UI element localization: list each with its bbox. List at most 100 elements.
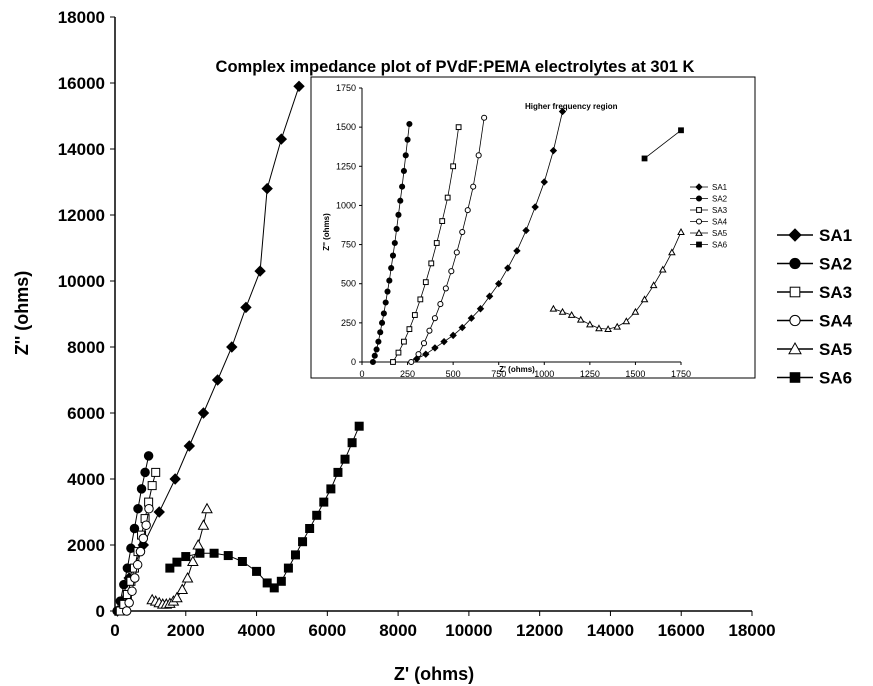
inset-legend-marker — [696, 207, 702, 213]
inset-point-sa1 — [513, 247, 521, 255]
main-x-tick-label: 18000 — [728, 621, 775, 640]
inset-point-sa4 — [481, 114, 488, 121]
main-point-sa6 — [276, 576, 286, 586]
inset-y-tick-label: 1500 — [336, 122, 356, 132]
main-point-sa4 — [121, 606, 132, 616]
inset-point-sa2 — [393, 225, 400, 232]
inset-plot-area: 0 250 500 750 1000 1250 1500 1750 0 250 500 750 1000… — [336, 83, 691, 379]
inset-point-sa4 — [453, 249, 460, 256]
main-point-sa5 — [197, 519, 210, 530]
main-legend-marker — [789, 314, 801, 327]
inset-point-sa5 — [558, 307, 567, 315]
main-x-tick-label: 12000 — [516, 621, 563, 640]
inset-x-tick-label: 1250 — [580, 369, 600, 379]
inset-point-sa1 — [540, 178, 548, 186]
inset-point-sa2 — [399, 183, 406, 190]
inset-point-sa2 — [379, 319, 386, 326]
main-point-sa6 — [312, 510, 322, 520]
main-y-tick-label: 2000 — [67, 536, 105, 555]
inset-legend-label: SA3 — [712, 206, 728, 215]
main-x-tick-label: 14000 — [587, 621, 634, 640]
main-point-sa1 — [169, 473, 181, 485]
inset-point-sa1 — [440, 337, 448, 346]
inset-point-sa3 — [401, 338, 407, 345]
inset-point-sa5 — [622, 317, 631, 325]
inset-point-sa3 — [455, 124, 462, 131]
main-x-axis-title: Z' (ohms) — [394, 664, 474, 684]
inset-point-sa2 — [402, 152, 409, 159]
inset-legend-item-sa4: SA4 — [690, 218, 728, 227]
main-point-sa5 — [192, 538, 205, 550]
main-legend-label: SA3 — [819, 283, 852, 302]
inset-point-sa3 — [417, 296, 424, 303]
inset-point-sa1 — [485, 292, 494, 300]
inset-point-sa2 — [371, 352, 378, 359]
main-point-sa2 — [136, 484, 147, 494]
inset-point-sa4 — [459, 228, 466, 236]
inset-point-sa2 — [377, 329, 384, 336]
inset-frame — [310, 76, 756, 379]
main-point-sa4 — [132, 560, 143, 570]
main-y-tick-label: 12000 — [58, 206, 105, 225]
inset-point-sa4 — [470, 183, 477, 190]
main-legend-label: SA5 — [819, 340, 852, 359]
main-legend: SA1 SA2 SA3 SA4 SA5 SA6 — [777, 226, 853, 388]
main-point-sa4 — [144, 503, 154, 514]
inset-x-tick-label: 1750 — [671, 369, 691, 379]
inset-y-axis-title: Z'' (ohms) — [322, 213, 331, 251]
inset-point-sa4 — [464, 207, 471, 214]
inset-legend-item-sa5: SA5 — [690, 228, 728, 238]
inset-point-sa2 — [406, 120, 413, 128]
inset-point-sa3 — [433, 240, 440, 246]
inset-point-sa1 — [558, 107, 567, 116]
main-point-sa6 — [181, 552, 191, 562]
main-point-sa6 — [354, 421, 364, 431]
main-point-sa6 — [340, 454, 350, 464]
main-point-sa5 — [187, 555, 199, 566]
inset-point-sa1 — [449, 331, 457, 340]
inset-point-sa5 — [595, 324, 603, 332]
main-y-axis-title: Z'' (ohms) — [12, 271, 32, 356]
main-point-sa4 — [124, 598, 134, 608]
main-point-sa1 — [153, 506, 165, 518]
inset-legend: SA1 SA2 SA3 SA4 SA5 SA6 — [690, 183, 728, 250]
main-point-sa6 — [209, 548, 219, 558]
inset-point-sa4 — [437, 301, 444, 308]
main-legend-label: SA2 — [819, 255, 852, 274]
main-series-sa4 — [121, 503, 154, 616]
inset-point-sa3 — [406, 326, 413, 333]
main-point-sa2 — [133, 503, 143, 514]
main-point-sa1 — [183, 440, 196, 452]
inset-x-axis-title: Z' (ohms) — [499, 365, 535, 374]
inset-point-sa2 — [375, 338, 382, 345]
main-point-sa1 — [197, 407, 210, 419]
inset-point-sa5 — [677, 228, 685, 235]
inset-point-sa4 — [408, 358, 415, 366]
main-x-tick-label: 10000 — [445, 621, 492, 640]
main-legend-marker — [788, 228, 802, 242]
inset-point-sa3 — [439, 218, 446, 224]
inset-point-sa6 — [641, 155, 648, 162]
inset-legend-label: SA5 — [712, 229, 728, 238]
inset-point-sa2 — [373, 346, 380, 353]
inset-point-sa2 — [391, 239, 398, 247]
inset-y-tick-label: 750 — [341, 240, 356, 250]
inset-point-sa5 — [658, 265, 667, 273]
inset-point-sa1 — [422, 350, 430, 358]
main-point-sa4 — [141, 520, 151, 530]
main-point-sa6 — [262, 578, 272, 588]
inset-point-sa1 — [549, 146, 558, 155]
inset-legend-label: SA2 — [712, 195, 728, 204]
main-legend-marker — [789, 286, 801, 298]
main-legend-item-sa1: SA1 — [777, 226, 852, 245]
inset-y-tick-label: 1250 — [336, 161, 356, 171]
inset-point-sa2 — [384, 288, 391, 295]
main-point-sa6 — [195, 548, 205, 558]
inset-point-sa4 — [431, 315, 438, 322]
inset-point-sa5 — [604, 325, 612, 333]
inset-point-sa2 — [397, 197, 404, 204]
main-point-sa1 — [275, 133, 288, 145]
inset-y-tick-label: 500 — [341, 279, 356, 289]
inset-legend-marker — [695, 195, 703, 202]
inset-x-tick-label: 1500 — [625, 369, 645, 379]
